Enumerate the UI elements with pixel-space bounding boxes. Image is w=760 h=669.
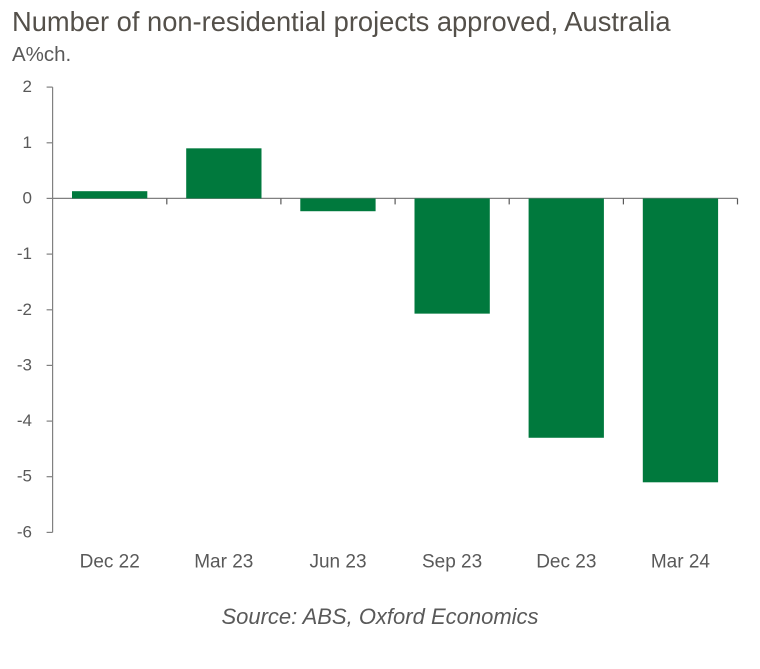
- svg-text:Dec 23: Dec 23: [536, 552, 596, 573]
- svg-text:-4: -4: [17, 411, 32, 430]
- svg-text:Sep 23: Sep 23: [422, 552, 482, 573]
- svg-text:Jun 23: Jun 23: [309, 552, 366, 573]
- svg-text:2: 2: [23, 77, 32, 96]
- svg-text:0: 0: [23, 188, 32, 207]
- svg-text:-5: -5: [17, 467, 32, 486]
- svg-text:-6: -6: [17, 522, 32, 541]
- svg-text:Mar 23: Mar 23: [194, 552, 253, 573]
- svg-text:Dec 22: Dec 22: [80, 552, 140, 573]
- svg-text:-3: -3: [17, 355, 32, 374]
- svg-text:1: 1: [23, 133, 32, 152]
- svg-text:-2: -2: [17, 300, 32, 319]
- svg-text:Mar 24: Mar 24: [651, 552, 711, 573]
- svg-text:-1: -1: [17, 244, 32, 263]
